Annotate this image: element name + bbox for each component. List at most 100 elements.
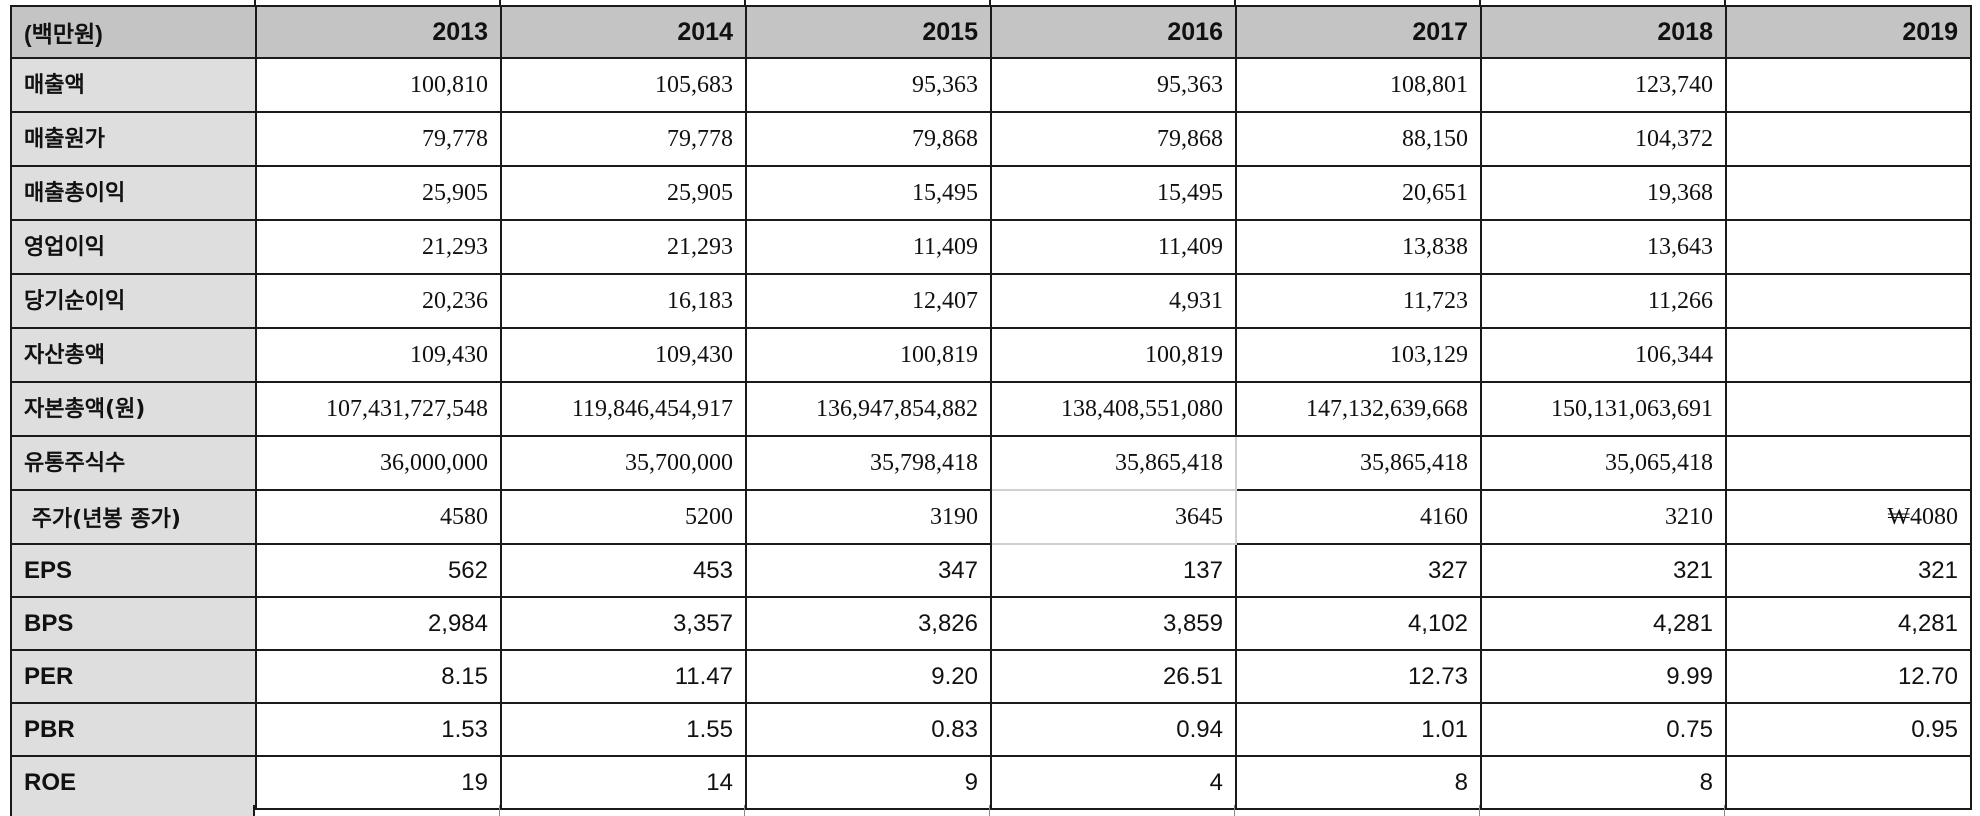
table-cell[interactable]: 35,700,000: [500, 435, 747, 491]
table-cell[interactable]: 15,495: [990, 165, 1237, 221]
header-cell-2019[interactable]: 2019: [1725, 5, 1972, 59]
table-cell[interactable]: 100,819: [990, 327, 1237, 383]
header-cell-2014[interactable]: 2014: [500, 5, 747, 59]
table-cell[interactable]: 4,281: [1480, 596, 1727, 651]
table-cell[interactable]: 9.20: [745, 649, 992, 704]
table-cell[interactable]: 79,868: [745, 111, 992, 167]
table-cell[interactable]: 106,344: [1480, 327, 1727, 383]
table-cell[interactable]: 95,363: [990, 57, 1237, 113]
row-label[interactable]: PBR: [10, 702, 257, 757]
table-cell[interactable]: 3645: [990, 489, 1237, 545]
table-cell[interactable]: 35,865,418: [990, 435, 1237, 491]
header-cell-2013[interactable]: 2013: [255, 5, 502, 59]
table-cell[interactable]: 562: [255, 543, 502, 598]
table-cell[interactable]: 36,000,000: [255, 435, 502, 491]
row-label[interactable]: 매출총이익: [10, 165, 257, 221]
row-label[interactable]: 자산총액: [10, 327, 257, 383]
table-cell[interactable]: 25,905: [255, 165, 502, 221]
row-label[interactable]: BPS: [10, 596, 257, 651]
table-cell[interactable]: 3210: [1480, 489, 1727, 545]
table-cell[interactable]: 16,183: [500, 273, 747, 329]
table-cell[interactable]: 3,357: [500, 596, 747, 651]
table-cell[interactable]: 3,859: [990, 596, 1237, 651]
table-cell[interactable]: 11.47: [500, 649, 747, 704]
table-cell[interactable]: 19,368: [1480, 165, 1727, 221]
table-cell[interactable]: 0.75: [1480, 702, 1727, 757]
table-cell[interactable]: 3190: [745, 489, 992, 545]
row-label[interactable]: 당기순이익: [10, 273, 257, 329]
table-cell[interactable]: 136,947,854,882: [745, 381, 992, 437]
table-cell[interactable]: [1725, 755, 1972, 810]
table-cell[interactable]: 20,651: [1235, 165, 1482, 221]
table-cell[interactable]: 123,740: [1480, 57, 1727, 113]
table-cell[interactable]: [1725, 111, 1972, 167]
table-cell[interactable]: 9.99: [1480, 649, 1727, 704]
table-cell[interactable]: 20,236: [255, 273, 502, 329]
table-cell[interactable]: [1725, 57, 1972, 113]
table-cell[interactable]: 104,372: [1480, 111, 1727, 167]
row-label[interactable]: 자본총액(원): [10, 381, 257, 437]
table-cell[interactable]: 4580: [255, 489, 502, 545]
table-cell[interactable]: 8: [1235, 755, 1482, 810]
table-cell[interactable]: 150,131,063,691: [1480, 381, 1727, 437]
table-cell[interactable]: 35,798,418: [745, 435, 992, 491]
table-cell[interactable]: 79,778: [255, 111, 502, 167]
table-cell[interactable]: [1725, 327, 1972, 383]
table-cell[interactable]: 11,723: [1235, 273, 1482, 329]
table-cell[interactable]: 147,132,639,668: [1235, 381, 1482, 437]
table-cell[interactable]: 79,778: [500, 111, 747, 167]
table-cell[interactable]: ₩4080: [1725, 489, 1972, 545]
table-cell[interactable]: 2,984: [255, 596, 502, 651]
table-cell[interactable]: 138,408,551,080: [990, 381, 1237, 437]
table-cell[interactable]: 12,407: [745, 273, 992, 329]
row-label[interactable]: 유통주식수: [10, 435, 257, 491]
header-cell-2017[interactable]: 2017: [1235, 5, 1482, 59]
table-cell[interactable]: [1725, 219, 1972, 275]
table-cell[interactable]: 4,281: [1725, 596, 1972, 651]
row-label[interactable]: 매출액: [10, 57, 257, 113]
table-cell[interactable]: 137: [990, 543, 1237, 598]
table-cell[interactable]: 8: [1480, 755, 1727, 810]
table-cell[interactable]: [1725, 273, 1972, 329]
table-cell[interactable]: [1725, 435, 1972, 491]
table-cell[interactable]: 103,129: [1235, 327, 1482, 383]
table-cell[interactable]: 8.15: [255, 649, 502, 704]
table-cell[interactable]: 109,430: [500, 327, 747, 383]
table-cell[interactable]: 108,801: [1235, 57, 1482, 113]
table-cell[interactable]: 347: [745, 543, 992, 598]
table-cell[interactable]: 88,150: [1235, 111, 1482, 167]
table-cell[interactable]: 11,409: [990, 219, 1237, 275]
table-cell[interactable]: 11,266: [1480, 273, 1727, 329]
row-label[interactable]: 주가(년봉 종가): [10, 489, 257, 545]
table-cell[interactable]: 321: [1725, 543, 1972, 598]
table-cell[interactable]: 453: [500, 543, 747, 598]
header-cell-2015[interactable]: 2015: [745, 5, 992, 59]
table-cell[interactable]: 15,495: [745, 165, 992, 221]
table-cell[interactable]: 79,868: [990, 111, 1237, 167]
table-cell[interactable]: 3,826: [745, 596, 992, 651]
table-cell[interactable]: 13,838: [1235, 219, 1482, 275]
row-label[interactable]: EPS: [10, 543, 257, 598]
header-cell-2018[interactable]: 2018: [1480, 5, 1727, 59]
table-cell[interactable]: 0.83: [745, 702, 992, 757]
table-cell[interactable]: 11,409: [745, 219, 992, 275]
table-cell[interactable]: 12.73: [1235, 649, 1482, 704]
table-cell[interactable]: 0.95: [1725, 702, 1972, 757]
table-cell[interactable]: 13,643: [1480, 219, 1727, 275]
table-cell[interactable]: 327: [1235, 543, 1482, 598]
table-cell[interactable]: 35,065,418: [1480, 435, 1727, 491]
table-cell[interactable]: 9: [745, 755, 992, 810]
table-cell[interactable]: 1.53: [255, 702, 502, 757]
table-cell[interactable]: 35,865,418: [1235, 435, 1482, 491]
table-cell[interactable]: 4,931: [990, 273, 1237, 329]
table-cell[interactable]: 5200: [500, 489, 747, 545]
table-cell[interactable]: 1.55: [500, 702, 747, 757]
table-cell[interactable]: 14: [500, 755, 747, 810]
table-cell[interactable]: 4160: [1235, 489, 1482, 545]
table-cell[interactable]: [1725, 381, 1972, 437]
table-cell[interactable]: 107,431,727,548: [255, 381, 502, 437]
table-cell[interactable]: [1725, 165, 1972, 221]
table-cell[interactable]: 119,846,454,917: [500, 381, 747, 437]
table-cell[interactable]: 95,363: [745, 57, 992, 113]
table-cell[interactable]: 105,683: [500, 57, 747, 113]
